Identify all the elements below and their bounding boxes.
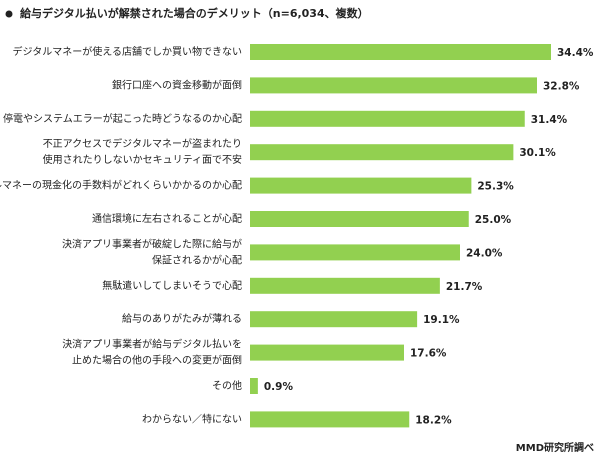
bar <box>250 311 418 328</box>
bar <box>250 344 404 361</box>
value-label: 18.2% <box>415 414 452 426</box>
value-label: 0.9% <box>264 381 294 393</box>
bar <box>250 110 525 127</box>
bar <box>250 277 440 294</box>
value-label: 17.6% <box>410 348 447 360</box>
category-label: デジタルマネーの現金化の手数料がどれくらいかかるのか心配 <box>0 179 242 192</box>
bar <box>250 77 537 94</box>
category-label: 通信環境に左右されることが心配 <box>92 212 242 225</box>
category-label: 決済アプリ事業者が給与デジタル払いを止めた場合の他の手段への変更が面倒 <box>62 338 242 367</box>
category-label: その他 <box>212 379 242 392</box>
value-label: 21.7% <box>446 281 483 293</box>
value-label: 30.1% <box>519 147 556 159</box>
bar <box>250 44 551 60</box>
chart-title: 給与デジタル払いが解禁された場合のデメリット（n=6,034、複数） <box>20 6 369 20</box>
category-label: 不正アクセスでデジタルマネーが盗まれたり使用されたりしないかセキュリティ面で不安 <box>43 137 242 166</box>
bar <box>250 244 460 261</box>
bar <box>250 177 472 194</box>
title-bullet <box>5 10 13 18</box>
category-label: 給与のありがたみが薄れる <box>122 312 242 325</box>
bar <box>250 411 410 428</box>
bar <box>250 144 514 161</box>
category-label: 停電やシステムエラーが起こった時どうなるのか心配 <box>3 112 242 125</box>
source: MMD研究所調べ <box>516 441 594 454</box>
value-label: 25.0% <box>475 214 512 226</box>
value-label: 31.4% <box>531 114 568 126</box>
category-label: 決済アプリ事業者が破綻した際に給与が保証されるかが心配 <box>62 237 242 266</box>
value-label: 19.1% <box>423 314 460 326</box>
category-label: 銀行口座への資金移動が面倒 <box>112 78 242 91</box>
value-label: 25.3% <box>477 181 514 193</box>
value-label: 34.4% <box>557 47 594 59</box>
value-label: 24.0% <box>466 247 503 259</box>
category-label: わからない／特にない <box>142 413 242 425</box>
category-label: 無駄遣いしてしまいそうで心配 <box>102 279 242 292</box>
bar <box>250 378 258 394</box>
value-label: 32.8% <box>543 80 580 92</box>
bar <box>250 211 469 227</box>
category-label: デジタルマネーが使える店舗でしか買い物できない <box>13 45 243 58</box>
